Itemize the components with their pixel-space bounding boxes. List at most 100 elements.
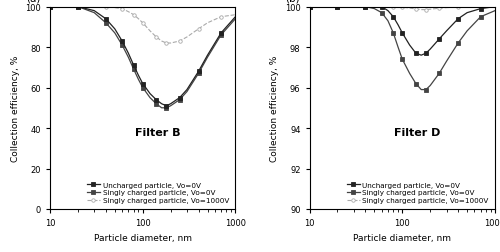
Singly charged particle, Vo=0V <box>400 58 406 61</box>
Singly charged particle, Vo=1000V <box>119 8 125 11</box>
Singly charged particle, Vo=0V <box>436 73 442 76</box>
X-axis label: Particle diameter, nm: Particle diameter, nm <box>354 233 452 242</box>
Uncharged particle, Vo=0V <box>184 89 190 92</box>
Singly charged particle, Vo=1000V <box>444 7 450 10</box>
Uncharged particle, Vo=0V <box>176 97 182 100</box>
Line: Singly charged particle, Vo=1000V: Singly charged particle, Vo=1000V <box>308 6 496 12</box>
Uncharged particle, Vo=0V <box>136 75 141 78</box>
Uncharged particle, Vo=0V <box>444 30 450 33</box>
Uncharged particle, Vo=0V <box>385 10 391 13</box>
Singly charged particle, Vo=1000V <box>464 6 470 9</box>
Singly charged particle, Vo=0V <box>306 6 312 9</box>
Uncharged particle, Vo=0V <box>378 6 384 9</box>
Singly charged particle, Vo=1000V <box>75 6 81 9</box>
Uncharged particle, Vo=0V <box>75 6 81 9</box>
Singly charged particle, Vo=0V <box>176 99 182 102</box>
Uncharged particle, Vo=0V <box>362 6 368 9</box>
Singly charged particle, Vo=0V <box>406 73 412 76</box>
Y-axis label: Collection efficiency, %: Collection efficiency, % <box>10 55 20 161</box>
Singly charged particle, Vo=1000V <box>418 9 424 12</box>
Uncharged particle, Vo=0V <box>320 6 326 9</box>
Uncharged particle, Vo=0V <box>147 93 153 96</box>
Singly charged particle, Vo=0V <box>455 42 461 45</box>
Text: (b): (b) <box>286 0 300 4</box>
Singly charged particle, Vo=0V <box>444 60 450 64</box>
Uncharged particle, Vo=0V <box>218 32 224 35</box>
Singly charged particle, Vo=0V <box>136 79 141 82</box>
Singly charged particle, Vo=0V <box>478 16 484 19</box>
Singly charged particle, Vo=1000V <box>390 6 396 9</box>
Singly charged particle, Vo=1000V <box>334 6 340 9</box>
Singly charged particle, Vo=1000V <box>204 22 210 25</box>
Uncharged particle, Vo=0V <box>158 103 164 106</box>
Singly charged particle, Vo=0V <box>218 34 224 37</box>
Uncharged particle, Vo=0V <box>406 44 412 47</box>
Singly charged particle, Vo=0V <box>75 6 81 9</box>
Legend: Uncharged particle, Vo=0V, Singly charged particle, Vo=0V, Singly charged partic: Uncharged particle, Vo=0V, Singly charge… <box>87 182 229 204</box>
Uncharged particle, Vo=0V <box>60 6 66 9</box>
Singly charged particle, Vo=1000V <box>196 28 202 31</box>
Singly charged particle, Vo=1000V <box>320 6 326 9</box>
Singly charged particle, Vo=0V <box>413 83 419 86</box>
Singly charged particle, Vo=0V <box>196 73 202 76</box>
Singly charged particle, Vo=1000V <box>400 7 406 10</box>
Line: Singly charged particle, Vo=0V: Singly charged particle, Vo=0V <box>308 6 496 92</box>
Singly charged particle, Vo=0V <box>427 85 433 88</box>
Singly charged particle, Vo=0V <box>390 32 396 35</box>
Uncharged particle, Vo=0V <box>154 99 160 102</box>
Singly charged particle, Vo=1000V <box>60 6 66 9</box>
Uncharged particle, Vo=0V <box>492 6 498 9</box>
Singly charged particle, Vo=0V <box>154 103 160 106</box>
Singly charged particle, Vo=0V <box>418 89 424 92</box>
Singly charged particle, Vo=1000V <box>351 6 357 9</box>
Singly charged particle, Vo=1000V <box>362 6 368 9</box>
Uncharged particle, Vo=0V <box>168 103 173 106</box>
Singly charged particle, Vo=0V <box>204 56 210 59</box>
Uncharged particle, Vo=0V <box>464 12 470 15</box>
Singly charged particle, Vo=0V <box>158 107 164 110</box>
Uncharged particle, Vo=0V <box>196 71 202 74</box>
Singly charged particle, Vo=1000V <box>492 6 498 9</box>
Uncharged particle, Vo=0V <box>126 52 132 55</box>
Singly charged particle, Vo=0V <box>103 22 109 25</box>
Singly charged particle, Vo=1000V <box>478 6 484 9</box>
Singly charged particle, Vo=1000V <box>112 7 118 10</box>
Text: Filter B: Filter B <box>135 128 180 138</box>
Singly charged particle, Vo=1000V <box>91 6 97 9</box>
Singly charged particle, Vo=0V <box>492 10 498 13</box>
Singly charged particle, Vo=1000V <box>154 36 160 39</box>
Uncharged particle, Vo=0V <box>372 6 378 9</box>
Singly charged particle, Vo=0V <box>112 32 118 35</box>
Singly charged particle, Vo=1000V <box>306 6 312 9</box>
Uncharged particle, Vo=0V <box>436 38 442 41</box>
Uncharged particle, Vo=0V <box>455 18 461 21</box>
Singly charged particle, Vo=1000V <box>147 30 153 33</box>
X-axis label: Particle diameter, nm: Particle diameter, nm <box>94 233 192 242</box>
Singly charged particle, Vo=0V <box>126 56 132 59</box>
Uncharged particle, Vo=0V <box>103 18 109 21</box>
Singly charged particle, Vo=0V <box>385 20 391 23</box>
Singly charged particle, Vo=1000V <box>455 7 461 10</box>
Singly charged particle, Vo=1000V <box>423 9 429 12</box>
Singly charged particle, Vo=0V <box>147 97 153 100</box>
Singly charged particle, Vo=1000V <box>436 8 442 11</box>
Singly charged particle, Vo=0V <box>184 91 190 94</box>
Singly charged particle, Vo=0V <box>140 87 145 90</box>
Singly charged particle, Vo=0V <box>395 46 401 49</box>
Uncharged particle, Vo=0V <box>204 54 210 57</box>
Uncharged particle, Vo=0V <box>91 10 97 13</box>
Line: Uncharged particle, Vo=0V: Uncharged particle, Vo=0V <box>48 6 237 108</box>
Singly charged particle, Vo=1000V <box>140 22 145 25</box>
Singly charged particle, Vo=1000V <box>427 9 433 12</box>
Singly charged particle, Vo=0V <box>378 12 384 15</box>
Singly charged particle, Vo=1000V <box>47 6 53 9</box>
Singly charged particle, Vo=1000V <box>406 8 412 11</box>
Singly charged particle, Vo=0V <box>320 6 326 9</box>
Singly charged particle, Vo=1000V <box>164 42 170 45</box>
Singly charged particle, Vo=0V <box>464 30 470 33</box>
Singly charged particle, Vo=0V <box>60 6 66 9</box>
Text: Filter D: Filter D <box>394 128 440 138</box>
Uncharged particle, Vo=0V <box>478 8 484 11</box>
Line: Singly charged particle, Vo=1000V: Singly charged particle, Vo=1000V <box>48 6 237 46</box>
Singly charged particle, Vo=0V <box>130 69 136 72</box>
